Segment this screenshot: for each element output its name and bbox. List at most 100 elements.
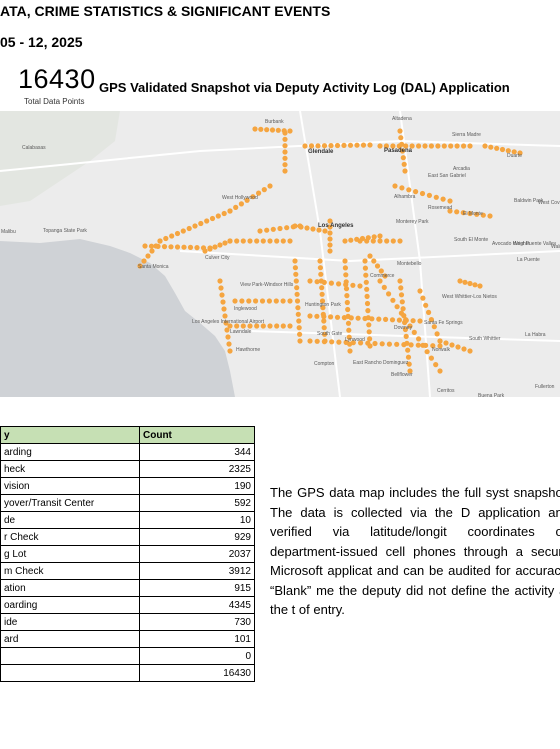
gps-point [215, 213, 221, 219]
activity-type-cell: ard [0, 630, 140, 648]
gps-point [384, 238, 390, 244]
gps-point [426, 309, 432, 315]
gps-point [334, 142, 341, 149]
gps-point [260, 323, 266, 329]
activity-count-cell: 3912 [139, 562, 255, 580]
gps-point [367, 253, 373, 259]
map-label: Burbank [265, 119, 284, 125]
map-label: Duarte [507, 153, 522, 159]
gps-point [342, 258, 348, 264]
gps-point [275, 127, 281, 133]
gps-point [267, 323, 273, 329]
gps-point [336, 281, 342, 287]
gps-point [321, 143, 328, 149]
gps-point [424, 349, 430, 355]
gps-point [327, 236, 333, 242]
gps-point [145, 253, 151, 259]
gps-point [314, 313, 320, 319]
gps-point [402, 319, 408, 326]
map-label: West Covina [538, 200, 560, 206]
gps-point [328, 143, 334, 149]
gps-point [292, 223, 298, 229]
gps-point [454, 209, 460, 215]
map-label: Baldwin Park [514, 198, 544, 204]
gps-point [346, 327, 352, 333]
gps-point [365, 340, 371, 346]
gps-point [307, 313, 313, 319]
gps-point [232, 298, 238, 304]
map-label: Alhambra [394, 194, 416, 200]
gps-point [280, 323, 286, 329]
gps-point [347, 142, 354, 148]
gps-point [261, 187, 267, 193]
activity-count-cell: 592 [139, 494, 255, 512]
activity-count-table: y Count arding 344 heck 2325 vision 190 yover/Tr… [0, 426, 255, 682]
activity-count-cell: 16430 [139, 664, 255, 682]
map-label: Avocado Heights [492, 241, 530, 247]
table-row: ide 730 [0, 613, 255, 631]
gps-point [169, 233, 175, 239]
map-label: El Monte [463, 211, 483, 217]
gps-point [220, 299, 226, 305]
gps-point [141, 258, 147, 264]
gps-point [234, 323, 240, 329]
gps-point [440, 196, 446, 202]
gps-point [163, 235, 169, 242]
table-row: oarding 4345 [0, 596, 255, 614]
map-label: Cerritos [437, 388, 455, 394]
gps-point [307, 278, 313, 284]
gps-point [316, 227, 322, 233]
gps-point [390, 238, 396, 244]
gps-point [221, 306, 227, 312]
gps-point [401, 161, 407, 167]
gps-point [296, 318, 302, 324]
gps-point [218, 285, 224, 291]
gps-point [499, 146, 506, 153]
activity-count-cell: 190 [139, 477, 255, 495]
activity-type-cell: y [0, 426, 140, 444]
map-label: Montebello [397, 261, 422, 267]
table-row: g Lot 2037 [0, 545, 255, 563]
gps-point [364, 300, 371, 307]
map-label: Los Angeles [318, 223, 354, 229]
activity-type-cell: vision [0, 477, 140, 495]
gps-activity-map: Burbank Calabasas Glendale Pasadena Altadena… [0, 111, 560, 397]
gps-point [343, 272, 349, 278]
gps-point [247, 238, 253, 244]
gps-point [362, 315, 368, 322]
gps-point [294, 298, 301, 304]
table-row: 0 [0, 647, 255, 665]
gps-point [277, 225, 283, 232]
map-label: South Gate [317, 331, 343, 337]
map-label: La Puente [517, 257, 540, 263]
gps-point [321, 339, 327, 345]
gps-point [224, 327, 230, 333]
gps-point [253, 298, 259, 304]
gps-point [407, 368, 413, 374]
map-labels-layer: Burbank Calabasas Glendale Pasadena Altadena… [1, 116, 560, 397]
gps-point [194, 245, 200, 251]
gps-point [295, 305, 301, 311]
gps-point [294, 291, 300, 297]
gps-point [396, 317, 402, 323]
map-label: Arcadia [453, 166, 470, 172]
gps-point [403, 333, 409, 339]
gps-point [198, 220, 204, 227]
gps-point [406, 361, 412, 367]
map-label: West Whittier-Los Nietos [442, 294, 497, 300]
gps-point [407, 323, 413, 329]
gps-point [239, 298, 245, 304]
gps-point [343, 339, 349, 345]
gps-point [282, 168, 288, 174]
gps-point [273, 298, 279, 304]
gps-point [411, 329, 417, 335]
gps-point [322, 331, 328, 337]
gps-point [267, 238, 273, 244]
gps-point [428, 355, 434, 361]
gps-point [357, 238, 363, 244]
map-label: Monterey Park [396, 219, 429, 225]
gps-point [233, 204, 239, 210]
gps-point [367, 142, 373, 148]
gps-point [227, 323, 233, 329]
gps-point [296, 325, 302, 331]
